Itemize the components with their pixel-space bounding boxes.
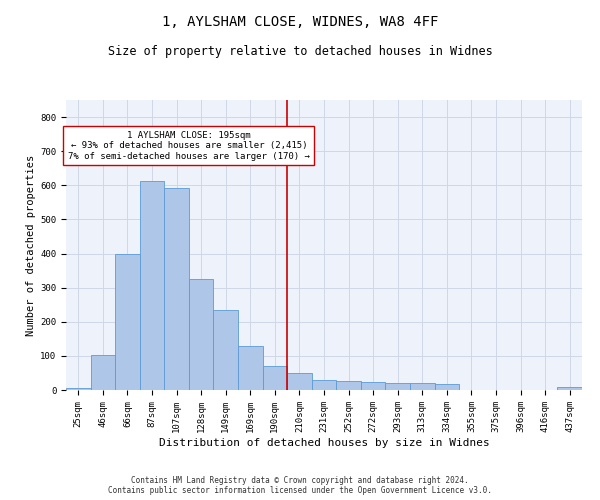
Bar <box>336 382 361 390</box>
Text: Size of property relative to detached houses in Widnes: Size of property relative to detached ho… <box>107 45 493 58</box>
Bar <box>238 346 263 390</box>
Bar <box>66 388 91 390</box>
Bar <box>361 382 385 390</box>
Bar <box>140 180 164 390</box>
Bar <box>164 188 189 390</box>
Text: 1 AYLSHAM CLOSE: 195sqm
← 93% of detached houses are smaller (2,415)
7% of semi-: 1 AYLSHAM CLOSE: 195sqm ← 93% of detache… <box>68 130 310 160</box>
Bar <box>189 279 214 390</box>
Text: Contains HM Land Registry data © Crown copyright and database right 2024.
Contai: Contains HM Land Registry data © Crown c… <box>108 476 492 495</box>
Bar <box>115 254 140 390</box>
X-axis label: Distribution of detached houses by size in Widnes: Distribution of detached houses by size … <box>158 438 490 448</box>
Bar <box>287 373 312 390</box>
Bar <box>214 310 238 390</box>
Bar <box>557 388 582 390</box>
Bar <box>434 384 459 390</box>
Bar <box>91 355 115 390</box>
Bar <box>312 380 336 390</box>
Text: 1, AYLSHAM CLOSE, WIDNES, WA8 4FF: 1, AYLSHAM CLOSE, WIDNES, WA8 4FF <box>162 15 438 29</box>
Bar <box>410 383 434 390</box>
Bar <box>263 366 287 390</box>
Y-axis label: Number of detached properties: Number of detached properties <box>26 154 36 336</box>
Bar <box>385 383 410 390</box>
